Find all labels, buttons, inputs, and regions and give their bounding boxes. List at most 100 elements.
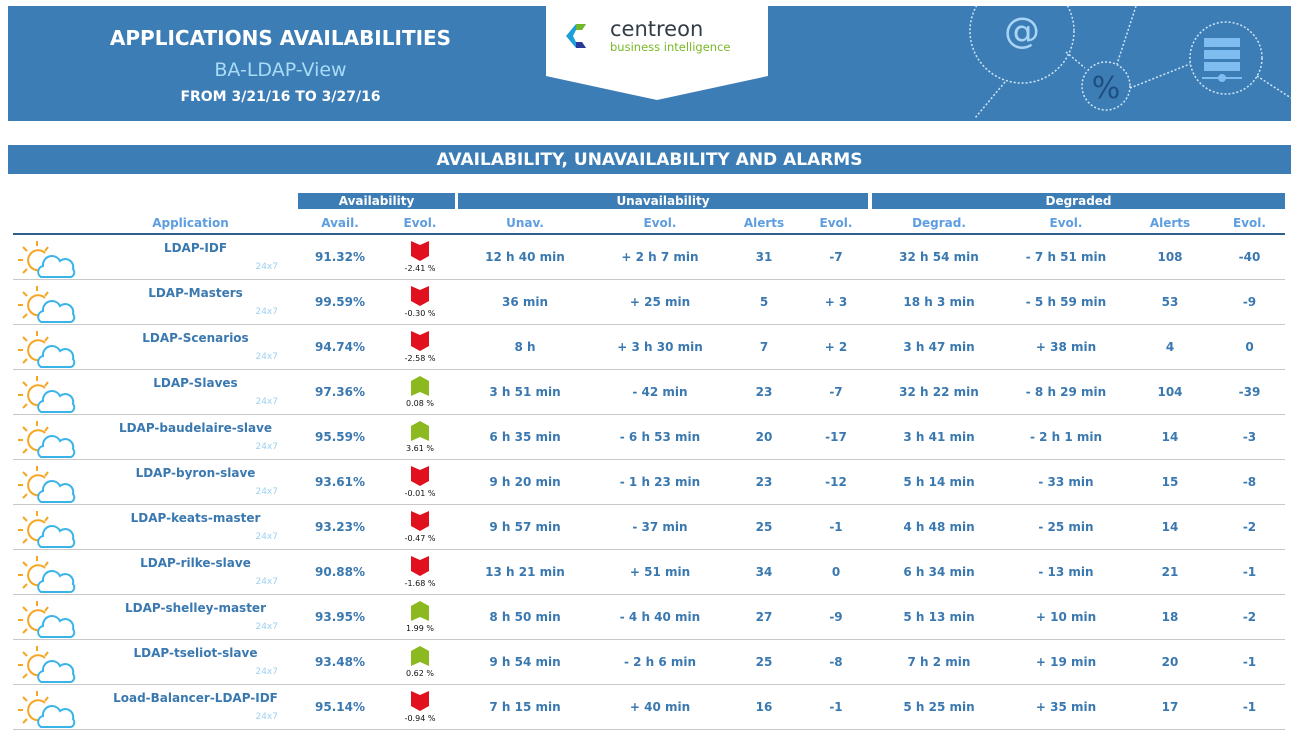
alerts-evol: -1 — [800, 684, 872, 730]
availability-table: Application Avail. Evol. Unav. Evol. Alerts Ev… — [13, 213, 1285, 730]
degraded-time: 6 h 34 min — [872, 549, 1006, 595]
alerts-evol: + 2 — [800, 324, 872, 370]
column-header-alerts: Alerts — [728, 213, 800, 235]
degraded-time: 5 h 14 min — [872, 459, 1006, 505]
column-header-unav-evol: Evol. — [592, 213, 728, 235]
degraded-alerts-evol: -2 — [1214, 504, 1285, 550]
unavailability: 3 h 51 min — [458, 369, 592, 415]
alerts: 23 — [728, 369, 800, 415]
application-name[interactable]: LDAP-Masters — [148, 285, 243, 300]
alerts: 5 — [728, 279, 800, 325]
trend-up-icon — [411, 375, 429, 396]
table-row: LDAP-shelley-master 24x7 93.95% 1.99 % 8 h 5… — [13, 594, 1285, 640]
availability: 93.23% — [298, 504, 382, 550]
table-row: LDAP-rilke-slave 24x7 90.88% -1.68 % 13 h 21… — [13, 549, 1285, 595]
trend-down-icon — [411, 510, 429, 531]
report-period: FROM 3/21/16 TO 3/27/16 — [180, 89, 381, 105]
centreon-logo: centreon business intelligence — [546, 0, 768, 100]
report-subtitle: BA-LDAP-View — [214, 59, 347, 81]
degraded-alerts: 104 — [1126, 369, 1214, 415]
unavailability: 12 h 40 min — [458, 234, 592, 280]
schedule-label: 24x7 — [255, 576, 278, 587]
schedule-label: 24x7 — [255, 306, 278, 317]
trend-down-icon — [411, 240, 429, 261]
application-cell: LDAP-baudelaire-slave 24x7 — [13, 414, 298, 460]
trend-down-icon — [411, 690, 429, 711]
alerts: 23 — [728, 459, 800, 505]
availability-evol: -1.68 % — [404, 578, 436, 588]
application-name[interactable]: LDAP-IDF — [163, 241, 228, 255]
availability-evol: -2.58 % — [404, 353, 436, 363]
table-row: LDAP-baudelaire-slave 24x7 95.59% 3.61 % 6 h… — [13, 414, 1285, 460]
column-header-degrad-evol: Evol. — [1006, 213, 1126, 235]
degraded-alerts-evol: 0 — [1214, 324, 1285, 370]
application-name[interactable]: LDAP-Slaves — [153, 375, 238, 390]
unavailability: 13 h 21 min — [458, 549, 592, 595]
application-cell: LDAP-rilke-slave 24x7 — [13, 549, 298, 595]
availability: 94.74% — [298, 324, 382, 370]
application-cell: LDAP-tseliot-slave 24x7 — [13, 639, 298, 685]
schedule-label: 24x7 — [255, 441, 278, 452]
unavailability: 7 h 15 min — [458, 684, 592, 730]
degraded-evol: - 25 min — [1006, 504, 1126, 550]
degraded-alerts-evol: -2 — [1214, 594, 1285, 640]
degraded-evol: + 35 min — [1006, 684, 1126, 730]
application-cell: LDAP-IDF 24x7 — [13, 234, 298, 280]
application-name[interactable]: LDAP-byron-slave — [135, 465, 256, 480]
availability-evol: 3.61 % — [406, 443, 434, 453]
alerts-evol: 0 — [800, 549, 872, 595]
column-header-degraded-alerts: Alerts — [1126, 213, 1214, 235]
availability-evol-cell: 0.08 % — [382, 369, 458, 415]
degraded-evol: - 7 h 51 min — [1006, 234, 1126, 280]
application-name[interactable]: LDAP-tseliot-slave — [133, 645, 258, 660]
application-name[interactable]: LDAP-baudelaire-slave — [118, 420, 273, 435]
unavailability: 9 h 54 min — [458, 639, 592, 685]
degraded-time: 32 h 22 min — [872, 369, 1006, 415]
trend-up-icon — [411, 600, 429, 621]
degraded-evol: + 10 min — [1006, 594, 1126, 640]
unavailability-evol: + 2 h 7 min — [592, 234, 728, 280]
schedule-label: 24x7 — [255, 351, 278, 362]
availability-evol: 0.62 % — [406, 668, 434, 678]
application-name[interactable]: LDAP-Scenarios — [142, 330, 249, 345]
report-header: APPLICATIONS AVAILABILITIES BA-LDAP-View… — [8, 0, 1291, 121]
unavailability: 9 h 57 min — [458, 504, 592, 550]
application-name[interactable]: LDAP-keats-master — [130, 510, 261, 525]
alerts-evol: -8 — [800, 639, 872, 685]
application-cell: LDAP-shelley-master 24x7 — [13, 594, 298, 640]
alerts-evol: -9 — [800, 594, 872, 640]
unavailability-evol: - 1 h 23 min — [592, 459, 728, 505]
schedule-label: 24x7 — [255, 261, 278, 272]
schedule-label: 24x7 — [255, 621, 278, 632]
degraded-evol: - 5 h 59 min — [1006, 279, 1126, 325]
column-header-unav: Unav. — [458, 213, 592, 235]
table-row: LDAP-keats-master 24x7 93.23% -0.47 % 9 h 57… — [13, 504, 1285, 550]
schedule-label: 24x7 — [255, 396, 278, 407]
availability-evol-cell: 0.62 % — [382, 639, 458, 685]
availability: 97.36% — [298, 369, 382, 415]
availability: 91.32% — [298, 234, 382, 280]
table-row: LDAP-Masters 24x7 99.59% -0.30 % 36 min + 25 … — [13, 279, 1285, 325]
degraded-evol: - 13 min — [1006, 549, 1126, 595]
report-title: APPLICATIONS AVAILABILITIES — [109, 26, 452, 50]
application-name[interactable]: Load-Balancer-LDAP-IDF — [113, 690, 278, 705]
application-cell: LDAP-byron-slave 24x7 — [13, 459, 298, 505]
alerts-evol: -17 — [800, 414, 872, 460]
group-unavailability: Unavailability — [458, 193, 868, 209]
alerts: 34 — [728, 549, 800, 595]
degraded-alerts-evol: -40 — [1214, 234, 1285, 280]
degraded-alerts: 15 — [1126, 459, 1214, 505]
unavailability: 9 h 20 min — [458, 459, 592, 505]
degraded-evol: + 38 min — [1006, 324, 1126, 370]
application-name[interactable]: LDAP-rilke-slave — [140, 555, 251, 570]
degraded-alerts-evol: -1 — [1214, 549, 1285, 595]
alerts-evol: -12 — [800, 459, 872, 505]
application-name[interactable]: LDAP-shelley-master — [125, 600, 266, 615]
degraded-time: 7 h 2 min — [872, 639, 1006, 685]
svg-text:centreon: centreon — [610, 17, 703, 41]
trend-down-icon — [411, 330, 429, 351]
group-degraded: Degraded — [872, 193, 1285, 209]
weather-icon — [18, 241, 76, 278]
column-header-application: Application — [13, 213, 298, 235]
degraded-time: 18 h 3 min — [872, 279, 1006, 325]
